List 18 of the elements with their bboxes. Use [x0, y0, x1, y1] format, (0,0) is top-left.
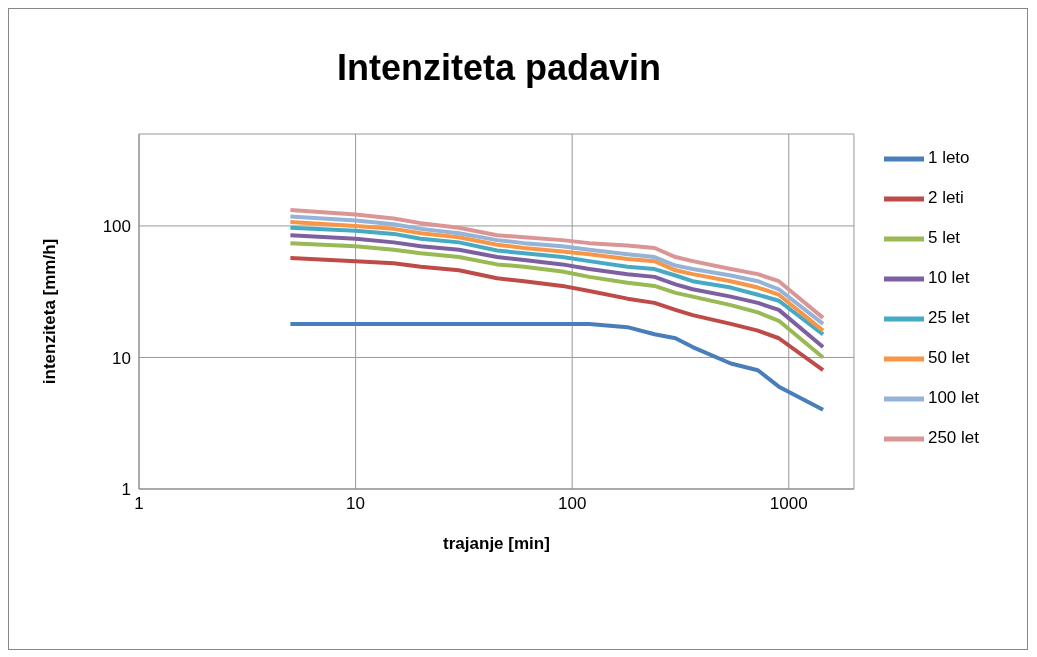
y-tick-label: 100 [102, 216, 131, 236]
x-tick-label: 10 [346, 494, 366, 514]
legend-label: 1 leto [927, 148, 970, 168]
legend-label: 50 let [927, 348, 970, 368]
x-axis-title: trajanje [min] [443, 534, 550, 553]
y-tick-label: 1 [121, 480, 131, 500]
legend-label: 100 let [927, 388, 979, 408]
y-tick-label: 10 [112, 348, 131, 368]
x-tick-label: 100 [557, 494, 587, 514]
legend-label: 2 leti [927, 188, 964, 208]
x-tick-label: 1000 [769, 494, 808, 514]
y-axis-title: intenziteta [mm/h] [40, 238, 60, 385]
legend-label: 25 let [927, 308, 970, 328]
legend-label: 250 let [927, 428, 979, 448]
chart-title: Intenziteta padavin [335, 47, 663, 89]
legend-label: 5 let [927, 228, 961, 248]
x-tick-label: 1 [134, 494, 144, 514]
legend-label: 10 let [927, 268, 970, 288]
